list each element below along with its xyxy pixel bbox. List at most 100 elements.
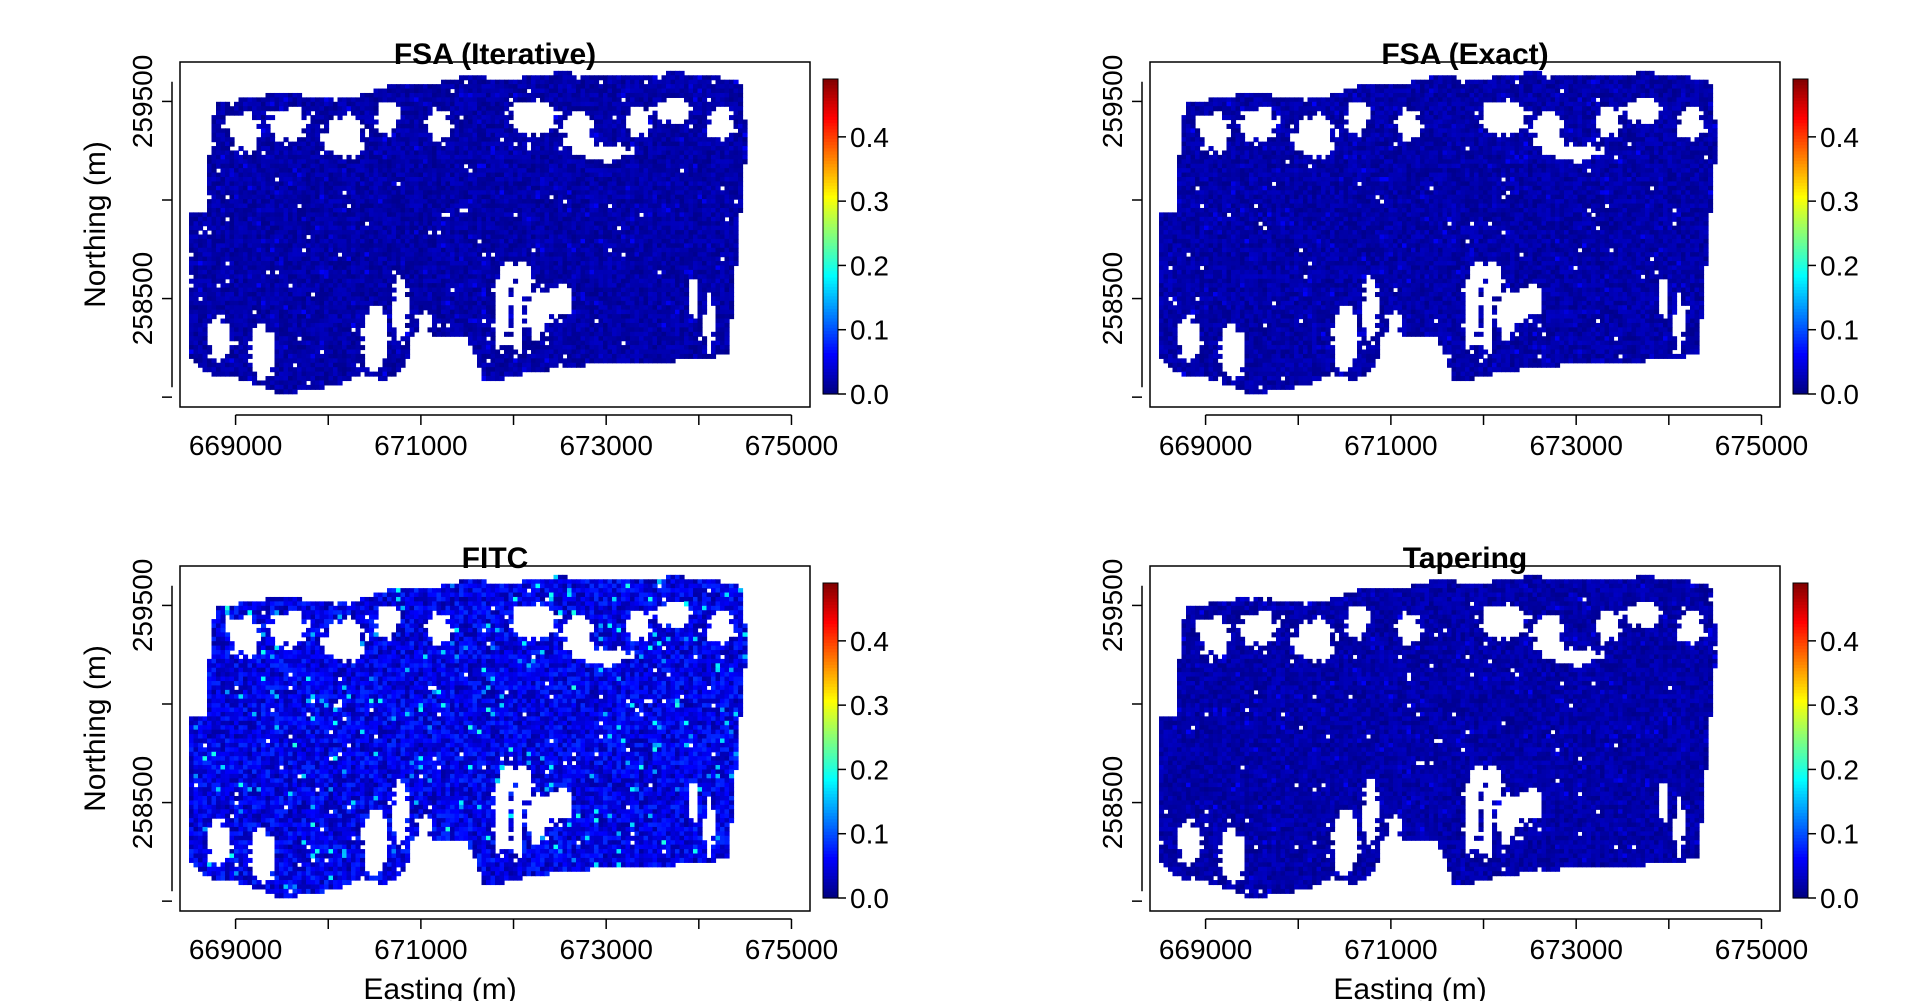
- heatmap-cell: [648, 80, 653, 85]
- heatmap-cell: [239, 288, 244, 293]
- heatmap-cell: [257, 177, 262, 182]
- heatmap-cell: [558, 164, 563, 169]
- heatmap-cell: [252, 190, 257, 195]
- heatmap-cell: [405, 226, 410, 231]
- heatmap-cell: [720, 204, 725, 209]
- heatmap-cell: [734, 93, 739, 98]
- heatmap-cell: [261, 159, 266, 164]
- heatmap-cell: [576, 177, 581, 182]
- heatmap-cell: [617, 190, 622, 195]
- heatmap-cell: [342, 181, 347, 186]
- heatmap-cell: [621, 212, 626, 217]
- heatmap-cell: [275, 195, 280, 200]
- heatmap-cell: [567, 199, 572, 204]
- heatmap-cell: [653, 230, 658, 235]
- heatmap-cell: [612, 221, 617, 226]
- heatmap-cell: [212, 181, 217, 186]
- heatmap-cell: [684, 159, 689, 164]
- heatmap-cell: [437, 186, 442, 191]
- heatmap-cell: [509, 288, 514, 293]
- heatmap-cell: [432, 274, 437, 279]
- heatmap-cell: [311, 283, 316, 288]
- heatmap-cell: [279, 243, 284, 248]
- heatmap-cell: [509, 142, 514, 147]
- heatmap-cell: [419, 265, 424, 270]
- heatmap-cell: [387, 84, 392, 89]
- heatmap-cell: [725, 265, 730, 270]
- heatmap-cell: [311, 133, 316, 138]
- heatmap-cell: [482, 217, 487, 222]
- heatmap-cell: [563, 195, 568, 200]
- heatmap-cell: [369, 111, 374, 116]
- heatmap-cell: [617, 137, 622, 142]
- heatmap-cell: [311, 146, 316, 151]
- heatmap-cell: [311, 106, 316, 111]
- heatmap-cell: [279, 181, 284, 186]
- heatmap-cell: [378, 274, 383, 279]
- heatmap-cell: [212, 159, 217, 164]
- heatmap-cell: [644, 177, 649, 182]
- heatmap-cell: [491, 204, 496, 209]
- heatmap-cell: [378, 142, 383, 147]
- heatmap-cell: [261, 155, 266, 160]
- heatmap-cell: [468, 80, 473, 85]
- heatmap-cell: [414, 102, 419, 107]
- heatmap-cell: [558, 239, 563, 244]
- heatmap-cell: [585, 230, 590, 235]
- heatmap-cell: [594, 195, 599, 200]
- heatmap-cell: [621, 155, 626, 160]
- heatmap-cell: [243, 177, 248, 182]
- heatmap-cell: [509, 217, 514, 222]
- heatmap-cell: [734, 248, 739, 253]
- heatmap-cell: [576, 261, 581, 266]
- heatmap-cell: [257, 111, 262, 116]
- heatmap-cell: [446, 252, 451, 257]
- heatmap-cell: [599, 115, 604, 120]
- heatmap-cell: [297, 261, 302, 266]
- heatmap-cell: [671, 265, 676, 270]
- heatmap-cell: [662, 288, 667, 293]
- heatmap-cell: [288, 288, 293, 293]
- heatmap-cell: [495, 124, 500, 129]
- heatmap-cell: [500, 80, 505, 85]
- heatmap-cell: [716, 239, 721, 244]
- heatmap-cell: [288, 142, 293, 147]
- heatmap-cell: [396, 190, 401, 195]
- heatmap-cell: [680, 177, 685, 182]
- heatmap-cell: [248, 106, 253, 111]
- heatmap-cell: [738, 93, 743, 98]
- heatmap-cell: [279, 230, 284, 235]
- heatmap-cell: [333, 235, 338, 240]
- heatmap-cell: [477, 270, 482, 275]
- heatmap-cell: [702, 230, 707, 235]
- heatmap-cell: [207, 186, 212, 191]
- heatmap-cell: [585, 279, 590, 284]
- heatmap-cell: [599, 128, 604, 133]
- heatmap-cell: [284, 155, 289, 160]
- heatmap-cell: [248, 221, 253, 226]
- heatmap-cell: [374, 279, 379, 284]
- heatmap-cell: [491, 212, 496, 217]
- heatmap-cell: [504, 89, 509, 94]
- heatmap-cell: [716, 173, 721, 178]
- heatmap-cell: [360, 137, 365, 142]
- heatmap-cell: [635, 243, 640, 248]
- heatmap-cell: [653, 146, 658, 151]
- heatmap-cell: [473, 248, 478, 253]
- heatmap-cell: [680, 124, 685, 129]
- heatmap-cell: [450, 212, 455, 217]
- heatmap-cell: [419, 186, 424, 191]
- heatmap-cell: [297, 239, 302, 244]
- heatmap-cell: [432, 230, 437, 235]
- heatmap-cell: [369, 226, 374, 231]
- heatmap-cell: [671, 89, 676, 94]
- heatmap-cell: [702, 190, 707, 195]
- heatmap-cell: [707, 75, 712, 80]
- heatmap-cell: [477, 124, 482, 129]
- heatmap-cell: [657, 89, 662, 94]
- heatmap-cell: [455, 168, 460, 173]
- heatmap-cell: [450, 146, 455, 151]
- heatmap-cell: [662, 199, 667, 204]
- heatmap-cell: [680, 226, 685, 231]
- heatmap-cell: [644, 243, 649, 248]
